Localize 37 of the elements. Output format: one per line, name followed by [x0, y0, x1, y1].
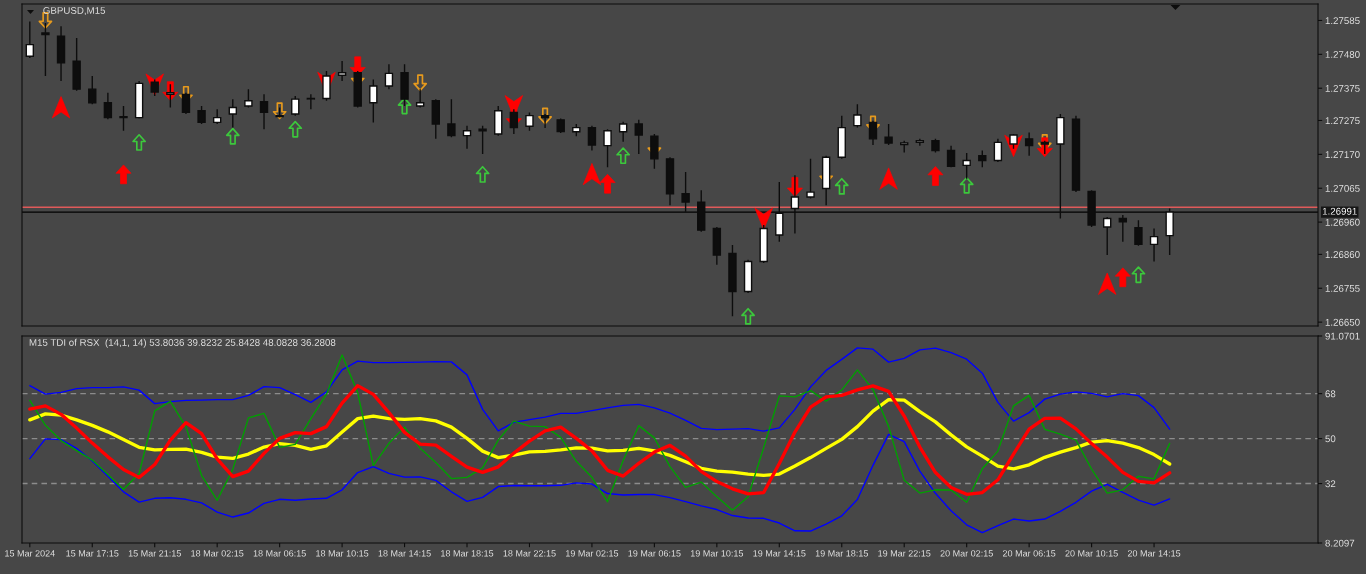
y-tick-label: 1.27275: [1325, 117, 1360, 125]
y-tick-label: 1.27065: [1325, 184, 1360, 192]
y-tick-label: 1.26650: [1325, 318, 1360, 326]
x-tick-label: 19 Mar 22:15: [878, 550, 931, 557]
x-tick-label: 19 Mar 06:15: [628, 550, 681, 557]
x-tick-label: 18 Mar 10:15: [316, 550, 369, 557]
y-tick-label: 1.26960: [1325, 218, 1360, 226]
x-tick-label: 15 Mar 2024: [5, 550, 55, 557]
chart-title: M15 TDI of RSX (14,1, 14) 53.8036 39.8232 25.8428 48.0828 36.2808: [29, 338, 336, 348]
y-tick-label: 50: [1325, 435, 1336, 443]
y-tick-label: 8.2097: [1325, 539, 1355, 547]
y-tick-label: 1.26860: [1325, 251, 1360, 258]
y-tick-label: 32: [1325, 480, 1336, 488]
x-tick-label: 15 Mar 17:15: [66, 550, 119, 557]
chart-title: GBPUSD,M15: [43, 7, 106, 16]
x-tick-label: 20 Mar 14:15: [1127, 550, 1181, 557]
x-tick-label: 19 Mar 14:15: [753, 550, 806, 557]
y-tick-label: 1.27170: [1325, 151, 1360, 158]
y-tick-label: 68: [1325, 390, 1336, 398]
x-tick-label: 19 Mar 10:15: [690, 550, 744, 557]
y-tick-label: 91.0701: [1325, 332, 1360, 340]
y-tick-label: 1.26755: [1325, 284, 1360, 292]
x-tick-label: 19 Mar 02:15: [566, 550, 619, 557]
x-tick-label: 18 Mar 06:15: [253, 550, 306, 557]
y-tick-label: 1.27480: [1325, 51, 1360, 58]
x-tick-label: 19 Mar 18:15: [815, 550, 868, 557]
x-tick-label: 20 Mar 06:15: [1002, 550, 1056, 557]
x-tick-label: 18 Mar 18:15: [441, 550, 494, 557]
ref-line-label: 1.26991: [1322, 207, 1357, 215]
y-tick-label: 1.27375: [1325, 84, 1360, 92]
x-tick-label: 18 Mar 02:15: [191, 550, 244, 557]
x-tick-label: 18 Mar 22:15: [503, 550, 556, 557]
y-tick-label: 1.27585: [1325, 17, 1360, 25]
x-tick-label: 20 Mar 10:15: [1065, 550, 1118, 557]
x-tick-label: 18 Mar 14:15: [378, 550, 431, 557]
x-tick-label: 20 Mar 02:15: [940, 550, 993, 557]
x-tick-label: 15 Mar 21:15: [128, 550, 181, 557]
